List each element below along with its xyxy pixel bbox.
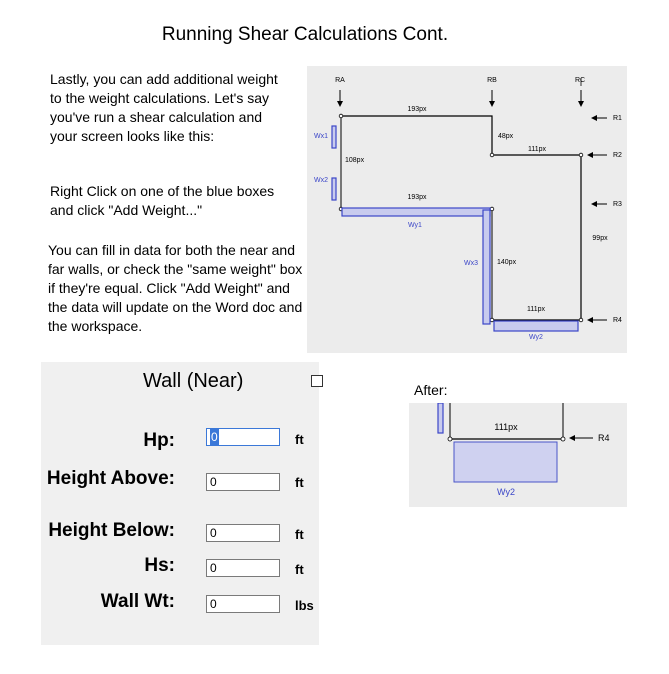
wall-box-wy2[interactable] — [493, 320, 579, 332]
height-below-unit: ft — [295, 527, 304, 542]
wall-box-wx1[interactable] — [331, 125, 337, 149]
dim-left: 108px — [345, 157, 365, 164]
label-wy2: Wy2 — [529, 334, 543, 341]
wall-box-wx3[interactable] — [482, 209, 491, 325]
after-wall-box-wx3[interactable] — [437, 402, 444, 434]
hp-input[interactable]: 0 — [206, 428, 280, 446]
hs-input[interactable]: 0 — [206, 559, 280, 577]
height-below-input[interactable]: 0 — [206, 524, 280, 542]
dim-bottom: 111px — [527, 306, 546, 313]
svg-text:RB: RB — [487, 77, 497, 84]
hs-unit: ft — [295, 562, 304, 577]
node — [489, 317, 495, 323]
wall-box-wx2[interactable] — [331, 177, 337, 201]
dim-middle: 193px — [407, 194, 427, 201]
node — [578, 317, 584, 323]
node — [489, 152, 495, 158]
hp-unit: ft — [295, 432, 304, 447]
after-wall-box-wy2[interactable] — [453, 441, 558, 483]
hp-label: Hp: — [143, 430, 175, 451]
svg-text:R4: R4 — [613, 317, 622, 324]
after-marker-r4: R4 — [569, 433, 610, 443]
dim-top: 193px — [407, 106, 427, 113]
wall-wt-label: Wall Wt: — [100, 591, 175, 612]
hs-label: Hs: — [144, 555, 175, 576]
right-marker-r2: R2 — [587, 152, 622, 159]
page-title: Running Shear Calculations Cont. — [161, 24, 449, 45]
intro-paragraph: Lastly, you can add additional weight to… — [50, 71, 278, 144]
svg-text:R4: R4 — [598, 433, 610, 443]
svg-text:R1: R1 — [613, 115, 622, 122]
after-dim: 111px — [494, 422, 518, 432]
right-marker-r4: R4 — [587, 317, 622, 324]
label-wx3: Wx3 — [464, 260, 478, 267]
dim-upper-right: 111px — [528, 146, 547, 153]
height-above-input[interactable]: 0 — [206, 473, 280, 491]
right-marker-r1: R1 — [591, 115, 622, 122]
svg-text:R2: R2 — [613, 152, 622, 159]
after-label: After: — [414, 382, 448, 398]
dim-step: 48px — [498, 133, 514, 140]
right-marker-r3: R3 — [591, 201, 622, 208]
node — [489, 206, 495, 212]
label-wy1: Wy1 — [408, 222, 422, 229]
instruction-paragraph: Right Click on one of the blue boxes and… — [50, 183, 275, 218]
wall-wt-unit: lbs — [295, 598, 314, 613]
top-marker-ra: RA — [335, 77, 345, 107]
svg-text:R3: R3 — [613, 201, 622, 208]
height-above-label: Height Above: — [46, 468, 175, 489]
label-wx1: Wx1 — [314, 133, 328, 140]
wall-box-wy1[interactable] — [341, 207, 491, 217]
after-diagram: 111px Wy2 R4 — [409, 402, 627, 507]
height-below-label: Height Below: — [48, 520, 175, 541]
shear-diagram: RA RB RC — [307, 66, 627, 353]
svg-text:RA: RA — [335, 77, 345, 84]
top-marker-rc: RC — [575, 77, 585, 107]
same-weight-checkbox[interactable] — [311, 375, 323, 387]
node — [338, 113, 344, 119]
dim-vertical: 140px — [497, 259, 517, 266]
svg-text:RC: RC — [575, 77, 585, 84]
wall-weight-dialog: Wall (Near) Hp: 0 ft Height Above: 0 ft … — [41, 362, 323, 645]
top-marker-rb: RB — [487, 77, 497, 107]
label-wx2: Wx2 — [314, 177, 328, 184]
dim-right: 99px — [592, 235, 608, 242]
height-above-unit: ft — [295, 475, 304, 490]
dialog-title: Wall (Near) — [143, 370, 244, 392]
fill-data-paragraph: You can fill in data for both the near a… — [48, 242, 303, 334]
after-wall-label: Wy2 — [497, 487, 515, 497]
wall-wt-input[interactable]: 0 — [206, 595, 280, 613]
node — [578, 152, 584, 158]
